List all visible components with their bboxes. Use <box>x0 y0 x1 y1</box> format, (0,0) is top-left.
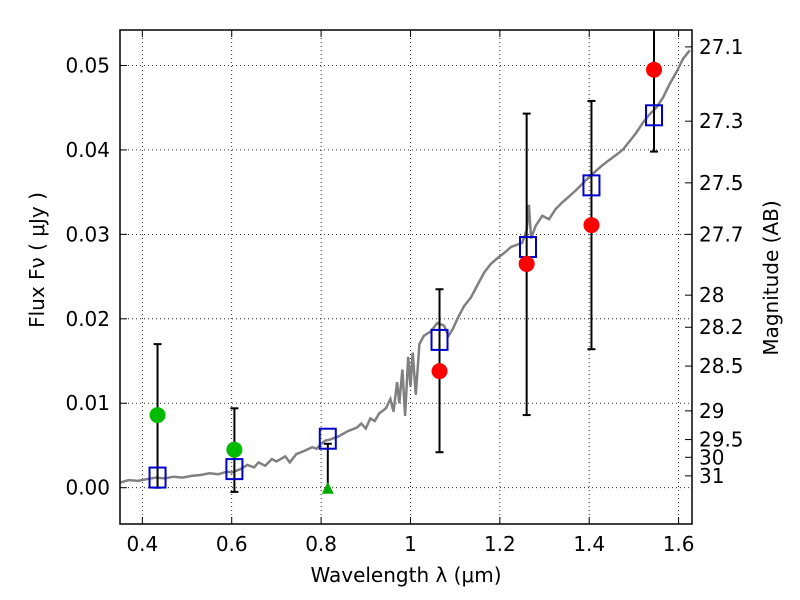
x-tick-label: 0.8 <box>305 532 337 556</box>
photometry-point <box>518 255 535 272</box>
y2-tick-label: 27.7 <box>699 222 744 246</box>
x-axis-label: Wavelength λ (μm) <box>310 563 501 587</box>
y-tick-label: 0.05 <box>65 53 110 77</box>
photometry-point <box>149 407 166 424</box>
y-tick-label: 0.03 <box>65 222 110 246</box>
sed-model-line <box>120 49 691 484</box>
x-tick-label: 0.4 <box>126 532 158 556</box>
axes: 0.4 0.6 0.8 1 1.2 1.4 1.6 0.00 0.01 0.02 0.03 0.04 0… <box>65 30 744 556</box>
x-tick-label: 0.6 <box>216 532 248 556</box>
y2-tick-label: 28.5 <box>699 354 744 378</box>
y2-tick-label: 27.5 <box>699 171 744 195</box>
y2-axis-label: Magnitude (AB) <box>759 200 783 355</box>
model-flux-square <box>225 458 244 481</box>
y2-tick-label: 30 <box>699 445 724 469</box>
upper-limit-triangle <box>321 481 334 494</box>
model-flux-square <box>582 174 601 197</box>
x-tick-label: 1 <box>404 532 417 556</box>
photometry-point <box>646 61 663 78</box>
y-tick-label: 0.00 <box>65 476 110 500</box>
y-tick-label: 0.01 <box>65 391 110 415</box>
photometry-point <box>583 217 600 234</box>
y2-tick-label: 27.3 <box>699 109 744 133</box>
grid <box>120 30 692 524</box>
y2-tick-label: 29.5 <box>699 428 744 452</box>
photometry-point <box>431 363 448 380</box>
x-tick-label: 1.4 <box>573 532 605 556</box>
model-flux-square <box>318 427 337 450</box>
y2-tick-label: 31 <box>699 464 724 488</box>
y-tick-label: 0.04 <box>65 138 110 162</box>
x-tick-label: 1.2 <box>484 532 516 556</box>
x-tick-label: 1.6 <box>663 532 695 556</box>
model-flux-square <box>430 328 449 351</box>
y-axis-label: Flux Fν ( μJy ) <box>25 192 49 328</box>
y2-tick-label: 27.1 <box>699 35 744 59</box>
y-tick-label: 0.02 <box>65 307 110 331</box>
y2-tick-label: 29 <box>699 399 724 423</box>
model-flux-square <box>645 104 664 127</box>
photometry-point <box>226 441 243 458</box>
y2-tick-label: 28 <box>699 283 724 307</box>
y2-tick-label: 28.2 <box>699 315 744 339</box>
plot-data <box>120 30 691 494</box>
model-flux-square <box>148 466 167 489</box>
plot-frame <box>119 29 693 525</box>
